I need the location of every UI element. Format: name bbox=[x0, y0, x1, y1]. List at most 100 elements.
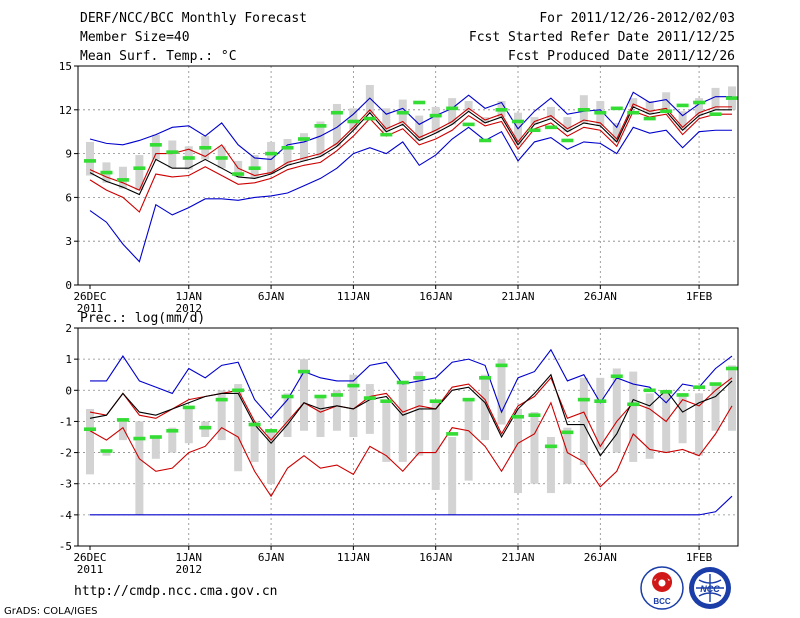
plot-frame bbox=[77, 327, 739, 547]
median-marker bbox=[676, 393, 689, 397]
median-marker bbox=[627, 110, 640, 115]
median-marker bbox=[380, 399, 393, 403]
spread-box bbox=[398, 380, 407, 462]
median-marker bbox=[528, 413, 541, 417]
spread-box bbox=[546, 106, 555, 119]
median-marker bbox=[396, 110, 409, 115]
spread-box bbox=[629, 371, 638, 462]
median-marker bbox=[363, 116, 376, 121]
x-tick-sublabel: 2011 bbox=[77, 563, 104, 576]
spread-box bbox=[118, 166, 127, 189]
median-marker bbox=[413, 100, 426, 105]
y-tick-label: 1 bbox=[65, 353, 72, 366]
forecast-period: For 2011/12/26-2012/02/03 bbox=[539, 11, 735, 26]
spread-box bbox=[415, 371, 424, 456]
median-marker bbox=[298, 369, 310, 374]
median-marker bbox=[577, 108, 590, 112]
series-min-line bbox=[89, 126, 732, 263]
spread-box bbox=[332, 390, 341, 431]
median-marker bbox=[363, 396, 376, 400]
y-tick-label: -2 bbox=[59, 447, 72, 460]
plot-frame bbox=[77, 65, 739, 286]
bcc-logo-text: BCC bbox=[653, 597, 671, 606]
x-tick-label: 11JAN bbox=[337, 551, 370, 564]
spread-box bbox=[612, 122, 621, 142]
spread-box bbox=[316, 121, 325, 157]
median-marker bbox=[726, 96, 738, 100]
median-marker bbox=[709, 112, 722, 116]
median-marker bbox=[429, 399, 442, 403]
x-tick-label: 1FEB bbox=[686, 551, 713, 564]
median-marker bbox=[84, 159, 96, 163]
median-marker bbox=[544, 125, 557, 130]
spread-box bbox=[283, 139, 292, 166]
spread-box bbox=[563, 117, 572, 132]
ncc-logo-text: NCC bbox=[700, 584, 720, 594]
spread-box bbox=[168, 427, 177, 453]
spread-box bbox=[530, 117, 539, 125]
median-marker bbox=[429, 113, 442, 118]
median-marker bbox=[446, 432, 459, 436]
median-marker bbox=[693, 100, 706, 105]
x-tick-label: 26DEC bbox=[73, 290, 106, 303]
median-marker bbox=[660, 109, 673, 114]
median-marker bbox=[314, 394, 327, 399]
median-marker bbox=[330, 393, 343, 397]
chart-title: DERF/NCC/BCC Monthly Forecast bbox=[80, 11, 307, 26]
median-marker bbox=[84, 427, 96, 432]
x-tick-label: 26JAN bbox=[584, 551, 617, 564]
spread-box bbox=[629, 98, 638, 107]
bcc-logo: BCC bbox=[640, 566, 684, 610]
median-marker bbox=[199, 145, 212, 150]
median-marker bbox=[380, 132, 393, 137]
spread-box bbox=[678, 393, 687, 444]
spread-box bbox=[481, 374, 490, 441]
spread-box bbox=[645, 101, 654, 115]
spread-box bbox=[464, 101, 473, 112]
spread-box bbox=[497, 359, 506, 425]
prec-panel-title: Prec.: log(mm/d) bbox=[80, 311, 206, 326]
spread-box bbox=[316, 396, 325, 437]
x-tick-label: 1JAN bbox=[176, 290, 203, 303]
spread-box bbox=[267, 141, 276, 175]
y-tick-label: 0 bbox=[65, 279, 72, 292]
source-url[interactable]: http://cmdp.ncc.cma.gov.cn bbox=[74, 584, 278, 599]
median-marker bbox=[314, 124, 327, 128]
y-tick-label: 6 bbox=[65, 191, 72, 204]
median-marker bbox=[199, 425, 212, 430]
median-marker bbox=[100, 170, 113, 175]
ncc-logo: NCC bbox=[689, 567, 731, 609]
median-marker bbox=[561, 138, 574, 143]
median-marker bbox=[610, 106, 623, 111]
spread-box bbox=[382, 399, 391, 462]
spread-box bbox=[86, 141, 94, 176]
y-tick-label: 15 bbox=[59, 60, 72, 73]
median-marker bbox=[232, 172, 245, 176]
median-marker bbox=[182, 405, 195, 410]
median-marker bbox=[166, 428, 179, 433]
spread-box bbox=[349, 108, 358, 131]
spread-box bbox=[415, 115, 424, 141]
median-marker bbox=[232, 388, 245, 393]
spread-box bbox=[514, 408, 522, 494]
spread-box bbox=[332, 103, 341, 147]
series-max-line bbox=[90, 348, 733, 420]
median-marker bbox=[709, 382, 722, 386]
median-marker bbox=[627, 402, 640, 407]
spread-box bbox=[711, 384, 720, 431]
spread-box bbox=[151, 134, 160, 160]
spread-box bbox=[86, 408, 94, 475]
spread-box bbox=[217, 390, 226, 441]
median-marker bbox=[330, 110, 343, 115]
y-tick-label: -5 bbox=[59, 540, 72, 553]
median-marker bbox=[149, 435, 162, 439]
spread-box bbox=[300, 359, 308, 431]
x-tick-label: 1FEB bbox=[686, 290, 713, 303]
spread-box bbox=[448, 437, 457, 515]
spread-box bbox=[645, 393, 654, 459]
median-marker bbox=[248, 422, 261, 427]
x-tick-sublabel: 2012 bbox=[176, 302, 203, 315]
x-tick-label: 26JAN bbox=[584, 290, 617, 303]
